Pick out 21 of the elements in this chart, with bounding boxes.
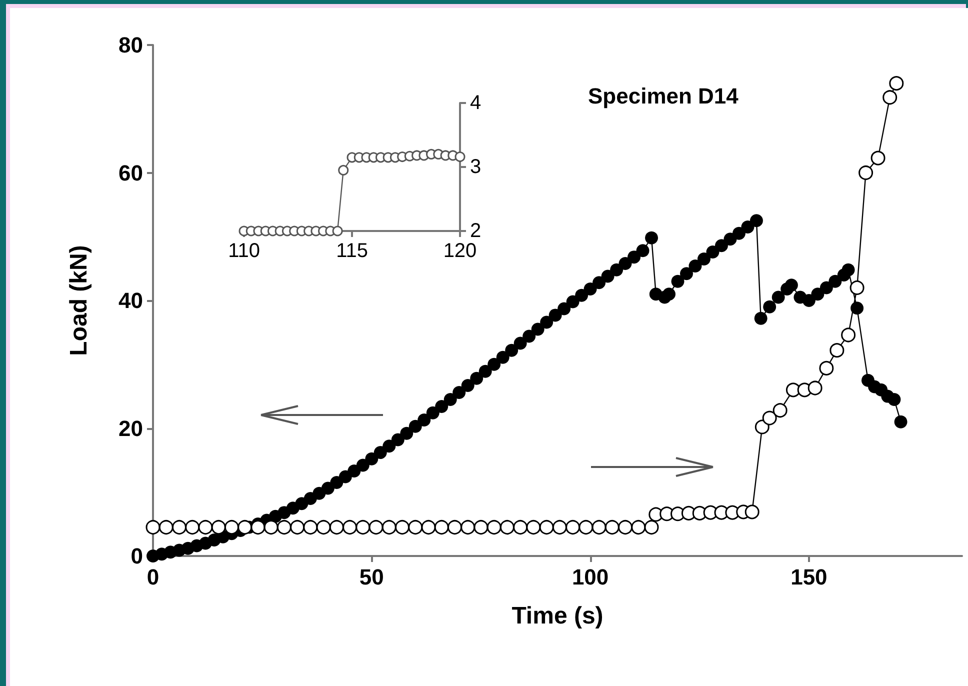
y-axis-title: Load (kN) bbox=[66, 245, 92, 356]
x-tick-label: 50 bbox=[359, 564, 384, 590]
point bbox=[332, 226, 343, 236]
y-tick-label: 60 bbox=[118, 160, 143, 186]
y2-tick-label: 4 bbox=[470, 92, 482, 114]
y-tick-label: 0 bbox=[130, 544, 143, 568]
x-tick-label: 150 bbox=[790, 564, 828, 590]
x-tick-label: 115 bbox=[336, 240, 368, 262]
x-tick-label: 110 bbox=[228, 240, 260, 262]
point bbox=[454, 152, 466, 162]
x-tick-label: 120 bbox=[443, 240, 477, 262]
y2-tick-label: 3 bbox=[470, 156, 482, 178]
point bbox=[338, 164, 349, 176]
y2-tick-label: 2 bbox=[470, 220, 482, 242]
x-axis-title: Time (s) bbox=[512, 602, 604, 630]
text: Specimen D14 bbox=[588, 84, 740, 108]
y-tick-label: 20 bbox=[118, 416, 143, 441]
y-tick-label: 80 bbox=[118, 32, 143, 58]
x-tick-label: 0 bbox=[146, 564, 160, 590]
y-tick-label: 40 bbox=[118, 288, 143, 313]
x-tick-label: 100 bbox=[572, 564, 609, 590]
